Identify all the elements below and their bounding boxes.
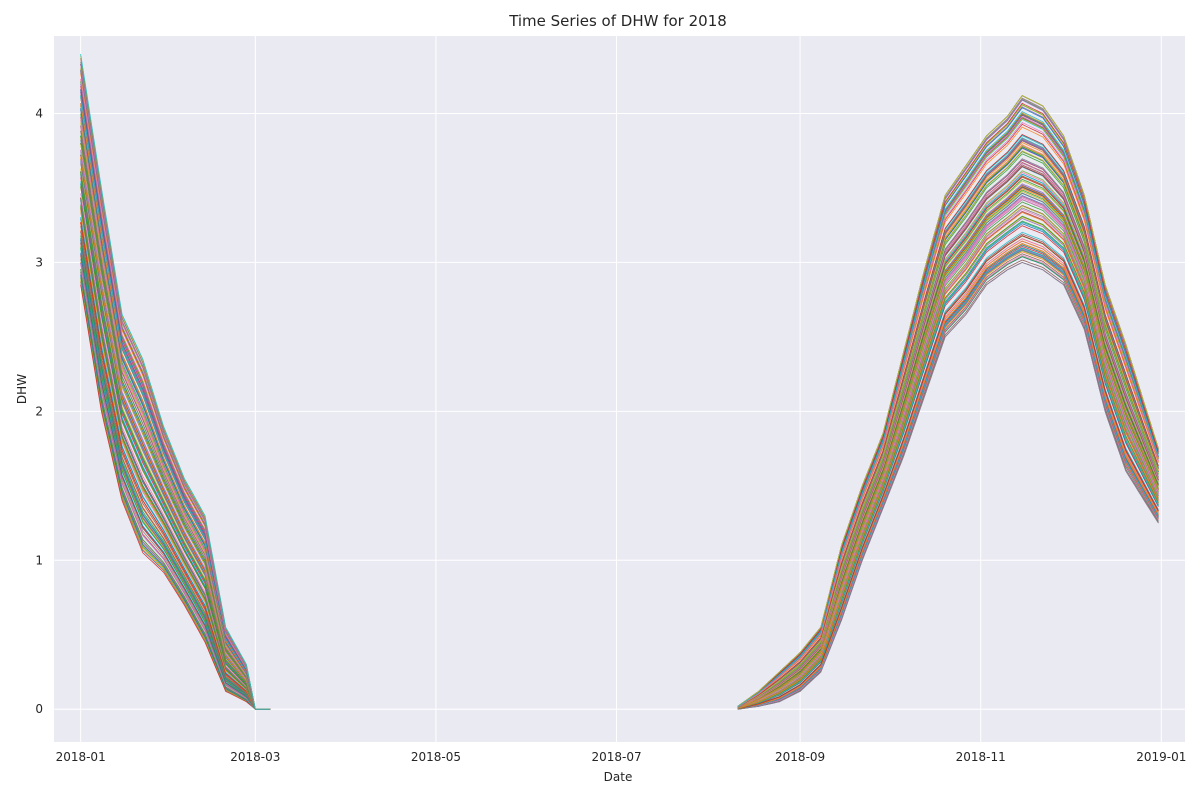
series-line — [80, 261, 1159, 710]
plot-area — [54, 36, 1185, 742]
series-line — [80, 157, 1159, 710]
series-line — [80, 122, 1159, 710]
series-line — [80, 172, 1159, 710]
series-line — [80, 135, 1159, 710]
series-line — [80, 193, 1159, 710]
y-tick-label: 0 — [35, 702, 43, 716]
grid-lines — [54, 36, 1185, 742]
x-tick-label: 2018-09 — [775, 750, 825, 764]
x-tick-label: 2019-01 — [1136, 750, 1186, 764]
series-line — [80, 205, 1159, 710]
series-line — [80, 53, 1159, 710]
x-tick-labels: 2018-01 2018-03 2018-05 2018-07 2018-09 2018-… — [56, 750, 1187, 764]
series-line — [80, 143, 1159, 710]
y-tick-labels: 0 1 2 3 4 — [35, 106, 43, 716]
x-tick-label: 2018-07 — [591, 750, 641, 764]
y-tick-label: 3 — [35, 255, 43, 269]
y-axis-label: DHW — [15, 374, 29, 404]
x-tick-label: 2018-01 — [56, 750, 106, 764]
y-tick-label: 2 — [35, 404, 43, 418]
series-line — [80, 199, 1159, 710]
x-tick-label: 2018-05 — [411, 750, 461, 764]
series-line — [80, 254, 1159, 710]
series-lines — [80, 53, 1159, 710]
x-axis-label: Date — [604, 770, 633, 784]
x-tick-label: 2018-11 — [956, 750, 1006, 764]
x-tick-label: 2018-03 — [230, 750, 280, 764]
series-line — [80, 70, 1159, 710]
chart-title: Time Series of DHW for 2018 — [508, 12, 727, 30]
y-tick-label: 1 — [35, 553, 43, 567]
y-tick-label: 4 — [35, 106, 43, 120]
series-line — [80, 158, 1159, 710]
